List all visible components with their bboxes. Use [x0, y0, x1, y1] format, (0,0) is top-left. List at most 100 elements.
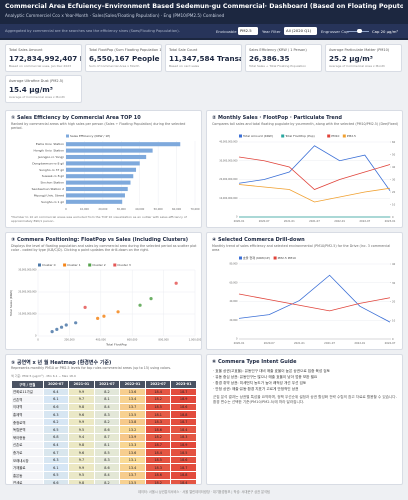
guide-line: · 유동 중심 상권: 유동인구는 많으나 매출 효율이 낮아 업종 보완 필요: [213, 375, 318, 379]
x-tick-label: 2022-07: [359, 219, 370, 223]
heatmap-cell: 18.6: [170, 402, 197, 412]
kpi-label: Sales Efficiency (KRW / 1 Person): [249, 48, 307, 52]
bar: [66, 161, 140, 166]
heatmap-row: 홍은동 6.5 9.5 8.4 13.7 18.6 18.8: [11, 471, 197, 480]
heatmap-cell: 9.8: [68, 440, 95, 450]
panel-title: ④ Selected Commerca Drill-down: [212, 237, 305, 243]
y-tick-label: Dongdaemun-ro 8 gil: [32, 161, 64, 165]
x-tick-label: 40,000: [135, 207, 144, 211]
x-tick-label: 0: [65, 207, 67, 211]
heatmap-cell: 18.4: [144, 448, 172, 457]
column-header: 2023-01: [170, 380, 197, 389]
heatmap-cell: 18.2: [144, 433, 172, 442]
scatter-point[interactable]: [96, 316, 100, 320]
x-axis-label: Total FlootPop: [105, 343, 127, 347]
scatter-point[interactable]: [116, 310, 120, 314]
x-tick-label: 2020-07: [259, 219, 270, 223]
legend-label: Cluster 1: [67, 263, 81, 267]
column-header: 2021-07: [93, 380, 121, 389]
heatmap-cell: 18.2: [144, 478, 172, 484]
slider-knob[interactable]: [357, 28, 362, 34]
heatmap-cell: 13.6: [119, 448, 146, 457]
guide-line: · 안정 상권: 매출·유동·환경 지표가 고르게 안정적인 상권: [213, 387, 299, 391]
heatmap-cell: 18.7: [170, 417, 197, 427]
heatmap-cell: 13.2: [119, 425, 146, 435]
heatmap-cell: 18.5: [144, 402, 172, 412]
y-tick-label: Sungho-ro 1 gil: [41, 200, 64, 204]
scatter-point[interactable]: [50, 330, 54, 334]
kpi-value: 172,834,992,407 KRW: [9, 53, 81, 63]
chart: Cluster 0 Cluster 1 Cluster 2 Cluster 3 0 10,…: [9, 263, 201, 347]
heatmap-cell: 18.9: [170, 440, 197, 450]
legend-label: PM10: [331, 134, 339, 138]
x-tick-label: 2023-01: [385, 219, 396, 223]
scatter-point[interactable]: [55, 327, 59, 331]
kpi-note: Average of Commercial Area x Month: [9, 94, 66, 99]
heatmap-cell: 8.7: [93, 433, 121, 442]
scatter-point[interactable]: [138, 303, 142, 307]
panel: ⑤ 공연역 x 년 월 Heatmap (환경변수 기준) Represents…: [5, 354, 202, 485]
heatmap-cell: 8.6: [93, 425, 121, 435]
scatter-point[interactable]: [74, 321, 78, 325]
column-header: 2022-01: [119, 380, 146, 389]
y2-tick-label: 40: [392, 165, 396, 169]
scatter-point[interactable]: [64, 323, 68, 327]
bar: [66, 199, 123, 204]
y-tick-label: 10,000,000,000: [18, 313, 37, 316]
column-header: 2021-01: [68, 380, 95, 389]
kpi-note: Based on commercial uses, Jan Dec 2023: [9, 63, 72, 68]
filter-label: Year Filter: [262, 29, 281, 34]
x-tick-label: 600,000: [127, 338, 138, 342]
panel: ① Sales Efficiency by Commercial Area TO…: [5, 110, 202, 228]
series-line: [238, 293, 391, 312]
y-tick-label: 60,000: [229, 281, 238, 284]
heatmap-cell: 9.8: [68, 478, 95, 484]
heatmap-cell: 9.9: [68, 387, 95, 397]
year-select[interactable]: All (2020 Q1): [284, 27, 317, 35]
scatter-point[interactable]: [174, 281, 178, 285]
heatmap-cell: 13.7: [119, 402, 146, 412]
y2-tick-label: 10: [392, 203, 396, 207]
plot-area: Sales Efficiency (KRW / 1P) 0 10,000 20,000…: [8, 132, 201, 218]
chart: Sales Efficiency (KRW / 1P) 0 10,000 20,000…: [32, 134, 200, 211]
scatter-point[interactable]: [149, 297, 153, 301]
heatmap-cell: 6.3: [42, 410, 70, 419]
y-tick-label: 20,000,000,000: [219, 178, 238, 181]
x-tick-label: 2022-07: [385, 341, 396, 345]
x-tick-label: 2021-07: [324, 341, 335, 345]
panel-title: ⑤ 공연역 x 년 월 Heatmap (환경변수 기준): [11, 360, 112, 366]
heatmap-cell: 18.6: [170, 455, 197, 465]
x-tick-label: 2020-01: [234, 341, 245, 345]
legend-swatch: [327, 134, 331, 138]
panel-subtitle: Compares toll sales and total floating p…: [212, 122, 398, 126]
y-tick-label: 0: [236, 338, 238, 341]
row-label: 신촌역: [11, 395, 44, 404]
heatmap-cell: 6.6: [42, 402, 70, 412]
legend-label: Cluster 3: [117, 263, 131, 267]
scatter-point[interactable]: [102, 314, 106, 318]
heatmap-cell: 9.9: [68, 463, 95, 473]
heatmap-cell: 6.6: [42, 478, 70, 484]
env-select[interactable]: PM2.5: [238, 27, 258, 35]
kpi-note: Total Sales ÷ Total Floating Population: [249, 63, 307, 68]
legend-label: PM2.5 PM10: [278, 256, 296, 260]
y2-tick-label: 20: [392, 190, 396, 194]
row-label: 홍은동: [11, 471, 44, 480]
x-tick-label: 0: [37, 338, 39, 342]
row-label: 가재울로: [11, 463, 44, 473]
heatmap-cell: 6.8: [42, 433, 70, 442]
heatmap-cell: 18.4: [170, 478, 197, 484]
scatter-point[interactable]: [59, 325, 64, 329]
heatmap-row: 연세로 6.6 9.8 8.2 13.5 18.2 18.4: [11, 478, 197, 484]
heatmap-cell: 9.5: [68, 471, 95, 480]
heatmap-row: 연희로11가길 6.4 9.9 8.2 13.6 18.4 18.7: [11, 387, 197, 397]
scatter-point[interactable]: [83, 305, 87, 309]
y-tick-label: Seodaemun Station 2: [32, 187, 64, 191]
panel: ⑥ Commera Type Intent Guide · 효율 상권(고효율)…: [206, 354, 403, 485]
heatmap-cell: 18.5: [170, 448, 197, 457]
row-label: 독립문역: [11, 425, 44, 435]
plot-area: Cluster 0 Cluster 1 Cluster 2 Cluster 3 0 10,…: [8, 261, 201, 349]
heatmap-row: 이대역 6.6 9.8 8.4 13.7 18.5 18.6: [11, 402, 197, 412]
heatmap-row: 홍제역 6.3 9.6 8.3 13.5 18.1 18.8: [11, 410, 197, 419]
heatmap-cell: 13.8: [119, 417, 146, 427]
